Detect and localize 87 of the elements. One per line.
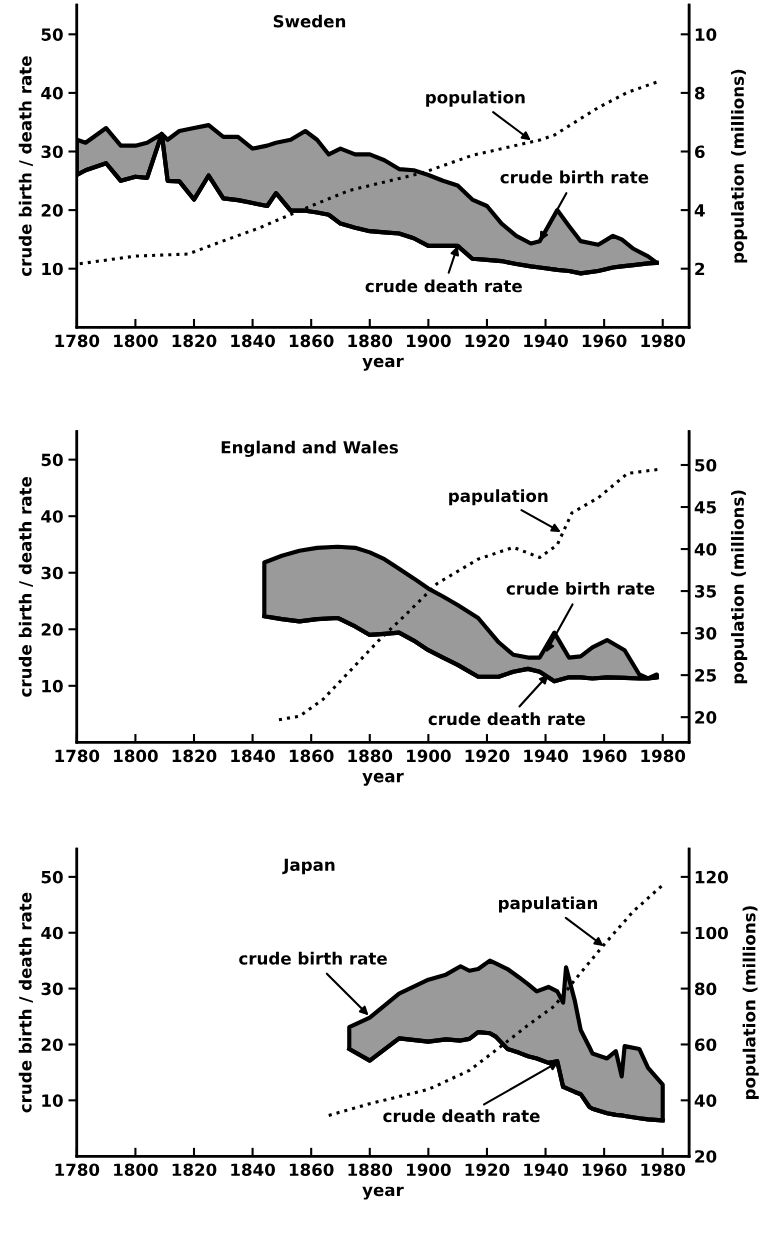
y-tick-label: 10 [42, 262, 63, 276]
x-tick-label: 1820 [172, 749, 217, 763]
x-tick-label: 1940 [524, 749, 568, 763]
x-tick-label: 1820 [172, 334, 217, 348]
x-tick-label: 1800 [114, 749, 158, 763]
x-tick-label: 1920 [465, 749, 510, 763]
x-tick-label: 1920 [465, 1163, 510, 1177]
y-tick-label: 50 [41, 870, 63, 884]
y2-tick-label: 30 [695, 627, 717, 640]
text: England and Wales [221, 440, 398, 457]
x-tick-label: 1960 [582, 1163, 627, 1177]
x-tick-label: 1780 [55, 1163, 100, 1177]
annotation: crude death rate [365, 279, 522, 293]
annotation: papulation [449, 489, 548, 506]
x-tick-label: 1980 [641, 749, 686, 763]
y-axis-title: crude birth / death rate [18, 56, 33, 277]
y-tick-label: 30 [41, 566, 63, 580]
y2-tick-label: 60 [694, 1038, 717, 1052]
y2-tick-label: 100 [695, 926, 728, 940]
y2-tick-label: 2 [695, 262, 705, 276]
annotation: crude birth rate [239, 951, 387, 965]
y2-tick-label: 40 [694, 1094, 717, 1107]
x-tick-label: 1960 [582, 334, 627, 348]
annotation: population [426, 90, 525, 107]
text: Japan [282, 858, 335, 875]
y2-tick-label: 50 [695, 458, 717, 472]
x-tick-label: 1880 [348, 749, 393, 763]
y2-tick-label: 80 [694, 982, 717, 996]
y-tick-label: 10 [42, 679, 63, 693]
x-tick-label: 1780 [55, 334, 100, 348]
y-tick-label: 50 [41, 453, 63, 467]
x-tick-label: 1860 [289, 749, 334, 763]
y2-tick-label: 20 [695, 711, 717, 724]
x-tick-label: 1840 [231, 334, 275, 348]
x-tick-label: 1840 [231, 1163, 275, 1177]
x-tick-label: 1880 [348, 1163, 393, 1177]
x-tick-label: 1900 [407, 1163, 451, 1177]
x-axis-title: year [362, 1186, 404, 1200]
x-axis-title: year [362, 357, 404, 371]
x-axis-title: year [362, 772, 404, 786]
y-tick-label: 20 [41, 1038, 63, 1052]
y2-tick-label: 10 [695, 28, 717, 41]
y2-tick-label: 25 [695, 669, 716, 682]
x-tick-label: 1980 [641, 334, 686, 348]
y-tick-label: 30 [41, 145, 63, 159]
y2-axis-title: population (millions) [731, 490, 748, 684]
y2-tick-label: 35 [695, 585, 716, 598]
x-tick-label: 1800 [114, 1163, 158, 1177]
y2-tick-label: 20 [695, 1150, 717, 1163]
x-tick-label: 1860 [289, 334, 334, 348]
y-tick-label: 40 [41, 926, 63, 940]
y-tick-label: 20 [41, 623, 63, 636]
y-tick-label: 30 [41, 982, 63, 996]
x-tick-label: 1940 [524, 334, 568, 348]
annotation: crude birth rate [506, 581, 655, 595]
x-tick-label: 1960 [582, 749, 627, 763]
y2-tick-label: 120 [695, 870, 728, 884]
y-axis-title: crude birth / death rate [18, 477, 33, 697]
x-tick-label: 1840 [231, 749, 275, 763]
x-tick-label: 1860 [289, 1163, 334, 1177]
annotation: crude death rate [428, 712, 585, 726]
x-tick-label: 1980 [641, 1163, 686, 1177]
x-tick-label: 1880 [348, 334, 393, 348]
y-tick-label: 50 [41, 28, 63, 41]
x-tick-label: 1940 [524, 1163, 568, 1177]
annotation: crude death rate [383, 1109, 540, 1123]
x-tick-label: 1900 [407, 749, 451, 763]
y-tick-label: 40 [41, 510, 63, 523]
x-tick-label: 1920 [465, 334, 510, 348]
y-axis-title: crude birth / death rate [18, 892, 33, 1113]
chart-title: Sweden [273, 14, 346, 28]
y-tick-label: 10 [42, 1094, 63, 1107]
y2-tick-label: 4 [694, 204, 705, 217]
x-tick-label: 1900 [407, 334, 451, 348]
y2-tick-label: 6 [694, 145, 705, 159]
y2-tick-label: 45 [694, 501, 716, 514]
x-tick-label: 1820 [172, 1163, 217, 1177]
y2-tick-label: 8 [694, 86, 705, 100]
y-tick-label: 20 [41, 204, 63, 217]
y2-axis-title: population (millions) [731, 69, 748, 263]
y2-axis-title: population (millions) [742, 906, 759, 1099]
annotation: papulatian [499, 896, 598, 913]
annotation: crude birth rate [500, 170, 649, 184]
y2-tick-label: 40 [694, 543, 717, 556]
x-tick-label: 1780 [55, 749, 100, 763]
x-tick-label: 1800 [114, 334, 158, 348]
y-tick-label: 40 [41, 86, 63, 100]
